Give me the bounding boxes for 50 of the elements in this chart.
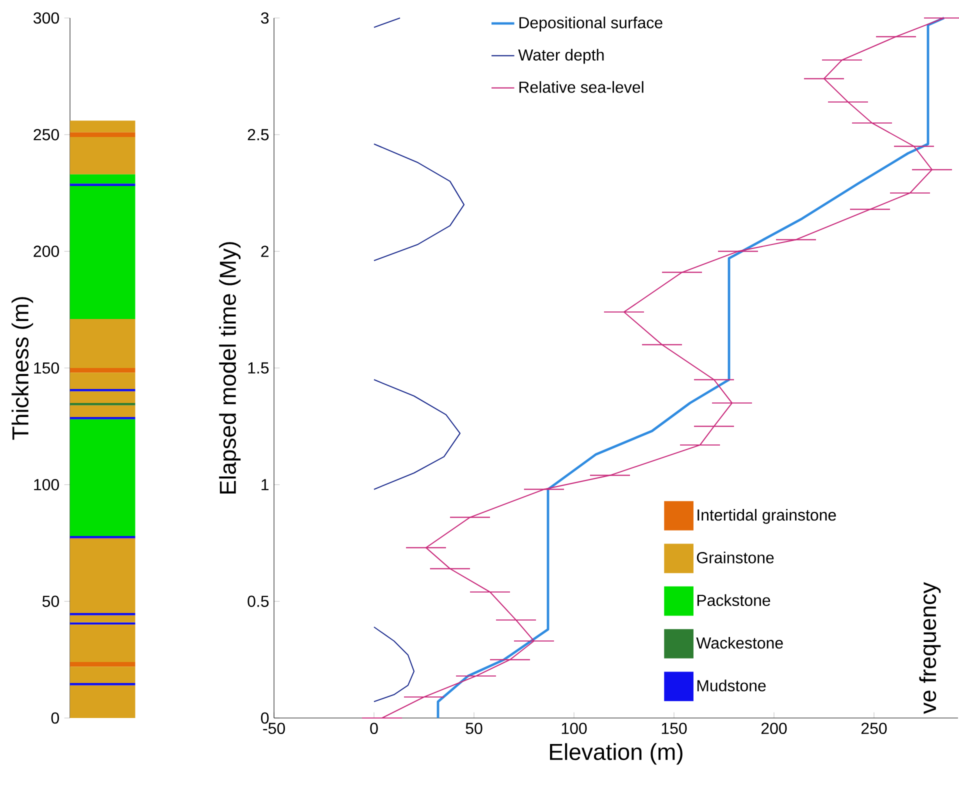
y-tick-label: 3 xyxy=(261,12,269,24)
x-tick-label: 250 xyxy=(861,722,887,734)
y-tick-label: 2 xyxy=(261,246,268,257)
bar xyxy=(70,666,136,683)
bar xyxy=(70,685,136,718)
bar xyxy=(70,538,136,613)
y-tick-label: 1 xyxy=(262,479,269,490)
y-axis-title: Elapsed model time (My) xyxy=(219,242,241,494)
bar xyxy=(70,662,136,667)
y-tick-label: 0 xyxy=(51,712,59,724)
bar xyxy=(70,405,136,417)
y-tick-label: 2.5 xyxy=(248,129,269,140)
bar xyxy=(70,419,136,536)
legend-label: Depositional surface xyxy=(519,16,662,32)
legend-label: Grainstone xyxy=(696,552,774,564)
y-tick-label: 300 xyxy=(34,12,59,24)
legend-label: Water depth xyxy=(518,48,604,64)
y-tick-label: 200 xyxy=(34,246,59,257)
y-tick-label: 150 xyxy=(34,362,59,374)
y-tick-label: 50 xyxy=(42,596,59,607)
y-axis-title: Thickness (m) xyxy=(12,297,34,440)
y-tick-label: 250 xyxy=(34,129,59,140)
x-tick-label: 200 xyxy=(761,722,787,734)
x-tick-label: 50 xyxy=(466,722,482,734)
y-tick-label: 0.5 xyxy=(248,596,269,607)
bar xyxy=(70,372,136,389)
x-tick-label: 0 xyxy=(370,722,378,734)
legend-label: Mudstone xyxy=(697,680,766,692)
y-tick-label: 0 xyxy=(261,712,269,724)
legend-label: Intertidal grainstone xyxy=(698,508,836,524)
x-tick-label: -50 xyxy=(263,722,285,734)
bar xyxy=(70,391,136,403)
legend-label: Packstone xyxy=(697,594,770,606)
legend-label: Wackestone xyxy=(696,636,783,649)
bar xyxy=(70,624,136,662)
bar xyxy=(70,120,136,132)
bar xyxy=(70,186,136,319)
bar xyxy=(70,615,136,622)
legend-label: Relative sea-level xyxy=(519,81,644,93)
annotation: ve frequency xyxy=(919,582,941,714)
bar xyxy=(70,318,136,368)
bar xyxy=(70,368,136,373)
x-axis-title: Elevation (m) xyxy=(550,743,682,765)
bar xyxy=(70,136,136,174)
y-tick-label: 100 xyxy=(34,479,59,490)
bar xyxy=(70,174,136,184)
x-tick-label: 150 xyxy=(662,722,687,734)
x-tick-label: 100 xyxy=(562,722,587,734)
bar xyxy=(70,132,136,137)
y-tick-label: 1.5 xyxy=(248,362,269,374)
